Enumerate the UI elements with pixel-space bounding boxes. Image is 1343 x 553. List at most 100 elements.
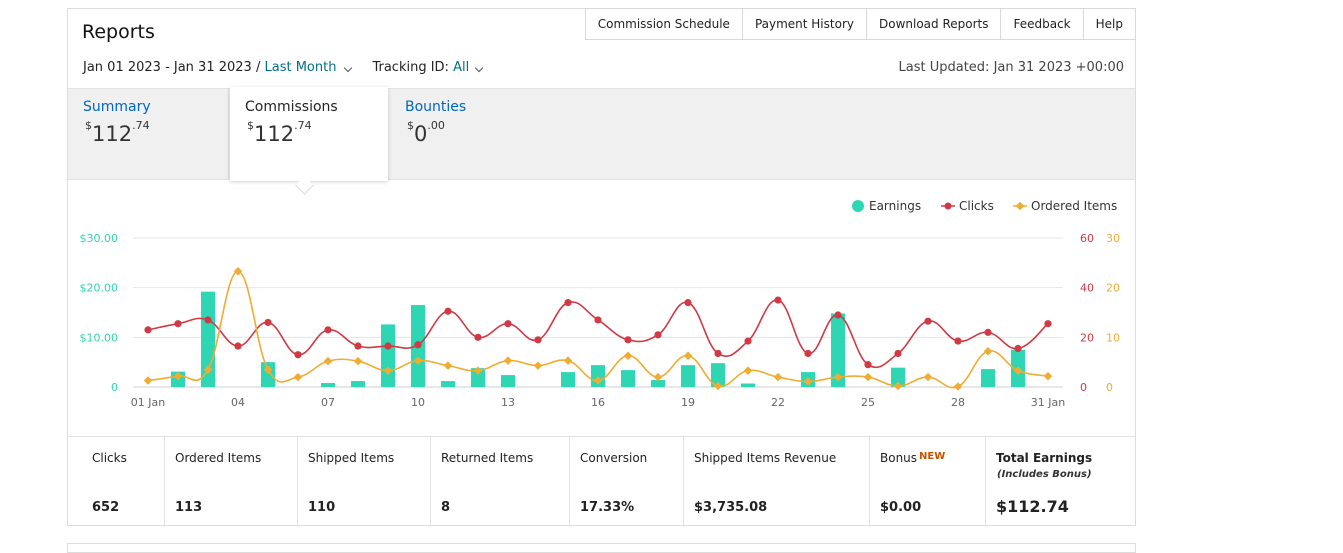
clicks-point <box>324 326 332 334</box>
earnings-bar <box>681 365 695 387</box>
clicks-point <box>384 342 392 350</box>
y-tick-label-ordered: 20 <box>1106 282 1120 295</box>
ordered-items-point <box>1043 371 1053 381</box>
clicks-point <box>474 333 482 341</box>
period-select[interactable]: Last Month <box>264 60 337 75</box>
ordered-items-point <box>953 382 963 391</box>
date-range-text: Jan 01 2023 - Jan 31 2023 <box>83 60 252 75</box>
y-tick-label-clicks: 40 <box>1080 282 1094 295</box>
stat-bonus: Bonus NEW $0.00 <box>870 437 986 527</box>
earnings-bar <box>591 365 605 387</box>
date-range-picker[interactable]: Jan 01 2023 - Jan 31 2023 / Last Month <box>83 60 353 75</box>
earnings-bar <box>471 368 485 387</box>
y-tick-label-ordered: 30 <box>1106 232 1120 245</box>
clicks-point <box>1014 344 1022 353</box>
x-tick-label: 22 <box>771 396 785 409</box>
legend-clicks-swatch <box>944 202 952 210</box>
y-tick-label-earnings: $10.00 <box>80 331 119 344</box>
earnings-bar <box>441 381 455 387</box>
legend-earnings-label: Earnings <box>869 199 921 213</box>
clicks-point <box>234 342 242 350</box>
tab-commissions[interactable]: Commissions $112.74 <box>230 87 388 181</box>
ordered-items-point <box>1013 366 1023 375</box>
stat-total-earnings: Total Earnings (Includes Bonus) $112.74 <box>986 437 1135 527</box>
stat-value: $3,735.08 <box>694 500 768 515</box>
stat-value: 110 <box>308 500 336 515</box>
earnings-bar <box>501 375 515 387</box>
clicks-point <box>144 326 152 334</box>
clicks-point <box>204 316 212 324</box>
legend-earnings-swatch <box>852 200 864 212</box>
stat-value: $0.00 <box>880 500 922 515</box>
tracking-id-select[interactable]: Tracking ID: All <box>372 60 484 75</box>
x-tick-label: 31 Jan <box>1031 396 1065 409</box>
stat-label: Bonus NEW <box>880 451 946 465</box>
last-updated: Last Updated: Jan 31 2023 +00:00 <box>898 60 1124 75</box>
stat-value: 8 <box>441 500 451 515</box>
y-tick-label-ordered: 0 <box>1106 381 1113 394</box>
feedback-button[interactable]: Feedback <box>1000 8 1084 40</box>
earnings-chart: $30.00 60 30 $20.00 40 20 $10.00 20 10 0 0 0 01 Jan 0… <box>80 199 1121 409</box>
tracking-id-label: Tracking ID: <box>372 60 449 75</box>
ordered-items-point <box>653 372 663 382</box>
ordered-items-point <box>863 372 873 382</box>
tab-bounties-amount: $0.00 <box>407 119 445 146</box>
clicks-point <box>294 351 302 359</box>
ordered-items-point <box>143 376 153 385</box>
reports-panel: Reports Commission Schedule Payment Hist… <box>67 8 1136 527</box>
stat-sublabel: (Includes Bonus) <box>997 469 1092 480</box>
date-separator: / <box>251 60 265 75</box>
next-panel-edge <box>67 543 1136 553</box>
ordered-items-point <box>503 356 513 365</box>
ordered-items-point <box>383 366 393 375</box>
ordered-items-point <box>293 372 303 382</box>
tab-summary-amount: $112.74 <box>85 119 150 146</box>
clicks-point <box>354 342 362 350</box>
legend-ordered-swatch <box>1015 201 1025 211</box>
ordered-items-point <box>203 365 213 374</box>
ordered-items-point <box>593 376 603 385</box>
earnings-bar <box>831 313 845 387</box>
clicks-point <box>744 337 752 345</box>
tab-summary-label: Summary <box>83 99 151 115</box>
ordered-items-point <box>413 356 423 365</box>
clicks-point <box>684 298 692 307</box>
earnings-bar <box>381 324 395 387</box>
ordered-items-point <box>803 377 813 386</box>
clicks-point <box>414 341 422 349</box>
help-button[interactable]: Help <box>1082 8 1136 40</box>
ordered-items-point <box>983 346 993 356</box>
page-title: Reports <box>82 21 155 43</box>
legend-ordered-label: Ordered Items <box>1031 199 1117 213</box>
legend-clicks-label: Clicks <box>959 199 994 213</box>
y-tick-label-earnings: $30.00 <box>80 232 119 245</box>
tab-summary[interactable]: Summary $112.74 <box>68 89 229 179</box>
earnings-bar <box>891 367 905 387</box>
clicks-point <box>774 296 782 304</box>
tab-bounties[interactable]: Bounties $0.00 <box>390 89 590 179</box>
stat-value: 17.33% <box>580 500 635 515</box>
stat-label: Shipped Items <box>308 451 395 465</box>
ordered-items-point <box>923 372 933 382</box>
download-reports-button[interactable]: Download Reports <box>865 8 1002 40</box>
ordered-items-point <box>323 356 333 366</box>
filter-bar: Jan 01 2023 - Jan 31 2023 / Last Month T… <box>83 60 484 75</box>
x-tick-label: 10 <box>411 396 425 409</box>
earnings-bar <box>981 369 995 387</box>
earnings-bar <box>651 380 665 387</box>
ordered-items-point <box>473 366 483 375</box>
stat-label: Shipped Items Revenue <box>694 451 837 465</box>
x-tick-label: 04 <box>231 396 245 409</box>
stat-clicks: Clicks 652 <box>68 437 165 527</box>
clicks-point <box>264 318 272 327</box>
ordered-items-point <box>353 356 363 366</box>
tab-commissions-label: Commissions <box>245 99 338 115</box>
clicks-point <box>984 328 992 336</box>
ordered-items-point <box>623 351 633 360</box>
stat-label: Total Earnings <box>996 451 1093 465</box>
y-tick-label-clicks: 20 <box>1080 331 1094 344</box>
ordered-items-point <box>443 361 453 370</box>
y-tick-label-clicks: 60 <box>1080 232 1094 245</box>
tracking-id-value: All <box>453 60 470 75</box>
earnings-bar <box>261 362 275 387</box>
